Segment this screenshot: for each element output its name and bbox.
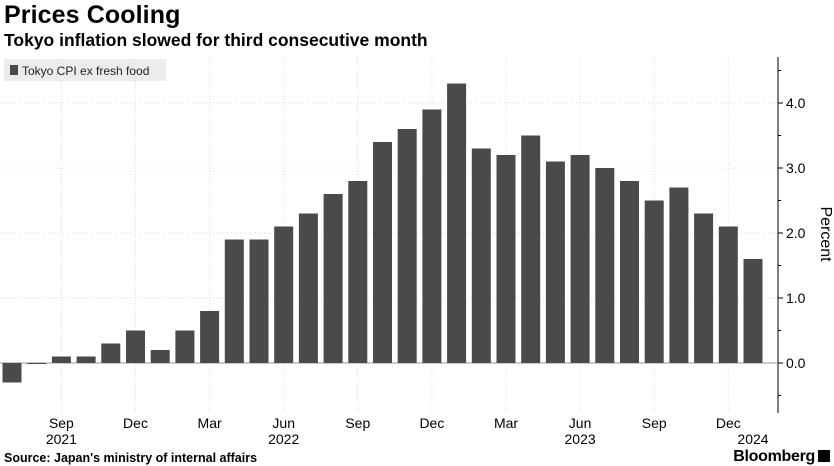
bar xyxy=(150,350,170,363)
bar xyxy=(76,356,96,363)
bar xyxy=(669,187,689,363)
legend-box xyxy=(4,59,166,81)
x-tick-label: Mar xyxy=(494,415,518,431)
x-tick-label: Dec xyxy=(123,415,148,431)
x-tick-label: Jun xyxy=(569,415,592,431)
bar xyxy=(126,330,145,363)
bar xyxy=(51,356,71,363)
x-tick-label: Dec xyxy=(419,415,444,431)
y-axis-title: Percent xyxy=(817,206,834,262)
bar xyxy=(323,194,343,363)
bar xyxy=(447,83,467,363)
y-tick-label: 4.0 xyxy=(786,95,806,111)
y-tick-label: 3.0 xyxy=(786,160,806,176)
y-tick-label: 1.0 xyxy=(786,290,806,306)
bar xyxy=(224,239,244,363)
bar xyxy=(348,181,368,363)
bar xyxy=(718,226,738,363)
source-note: Source: Japan's ministry of internal aff… xyxy=(4,451,258,465)
bar xyxy=(175,330,195,363)
chart-title: Prices Cooling xyxy=(4,1,181,29)
x-year-label: 2021 xyxy=(46,431,77,447)
x-tick-label: Dec xyxy=(716,415,741,431)
bar xyxy=(274,226,294,363)
bar xyxy=(298,213,318,363)
bar xyxy=(27,363,47,364)
bar xyxy=(496,155,516,363)
bar xyxy=(595,168,615,363)
y-tick-label: 2.0 xyxy=(786,225,806,241)
x-tick-label: Sep xyxy=(642,415,667,431)
bar xyxy=(644,200,664,363)
bar xyxy=(620,181,639,363)
bar xyxy=(545,161,565,363)
x-tick-label: Mar xyxy=(198,415,222,431)
x-year-label: 2023 xyxy=(565,431,596,447)
bar xyxy=(397,129,417,363)
x-tick-label: Sep xyxy=(345,415,370,431)
x-year-label: 2022 xyxy=(268,431,299,447)
legend-label: Tokyo CPI ex fresh food xyxy=(22,64,149,78)
bar xyxy=(249,239,269,363)
bar xyxy=(743,259,763,363)
bar xyxy=(2,363,22,383)
x-tick-label: Sep xyxy=(49,415,74,431)
bar xyxy=(373,142,392,363)
x-year-label: 2024 xyxy=(737,431,768,447)
chart-subtitle: Tokyo inflation slowed for third consecu… xyxy=(4,30,428,50)
bar xyxy=(471,148,491,363)
brand-name: Bloomberg xyxy=(733,448,815,465)
brand-logo: Bloomberg xyxy=(733,448,830,466)
bar xyxy=(101,343,121,363)
brand-mark-icon xyxy=(818,450,830,462)
x-tick-label: Jun xyxy=(272,415,295,431)
bar xyxy=(200,311,220,363)
y-tick-label: 0.0 xyxy=(786,355,806,371)
bar xyxy=(694,213,714,363)
bar xyxy=(570,155,590,363)
bar xyxy=(521,135,541,363)
legend-swatch xyxy=(10,65,18,75)
bar xyxy=(422,109,442,363)
